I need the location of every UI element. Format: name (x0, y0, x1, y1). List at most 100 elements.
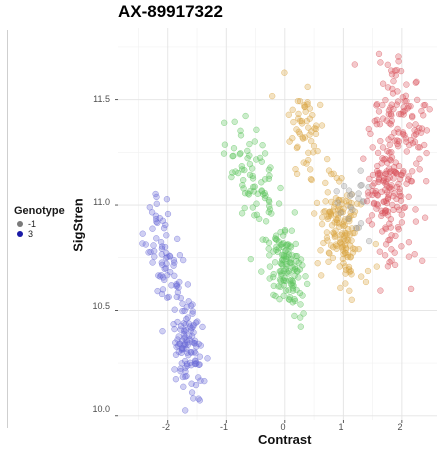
scatter-point (153, 235, 160, 242)
scatter-point (405, 173, 412, 180)
scatter-point (182, 341, 189, 348)
scatter-point (333, 174, 340, 182)
scatter-point (375, 108, 383, 115)
scatter-point (331, 219, 338, 226)
scatter-point (369, 182, 376, 189)
scatter-point (195, 374, 202, 381)
scatter-point (179, 300, 186, 307)
scatter-point (338, 175, 345, 182)
scatter-point (182, 368, 189, 375)
scatter-point (332, 227, 339, 234)
scatter-point (355, 245, 362, 253)
scatter-point (381, 198, 388, 205)
scatter-point (163, 232, 170, 239)
scatter-point (400, 104, 407, 111)
scatter-point (176, 251, 184, 259)
scatter-point (312, 125, 320, 132)
scatter-point (378, 188, 385, 196)
scatter-point (398, 211, 405, 218)
scatter-point (196, 397, 203, 404)
scatter-point (397, 111, 405, 118)
scatter-point (230, 145, 238, 152)
scatter-point (358, 181, 365, 189)
scatter-point (184, 314, 191, 321)
scatter-point (295, 274, 302, 281)
scatter-point (139, 230, 146, 237)
scatter-point (139, 240, 146, 247)
scatter-point (306, 131, 313, 138)
legend-swatch (17, 231, 23, 237)
scatter-point (272, 236, 280, 243)
scatter-point (401, 107, 408, 115)
scatter-point (392, 159, 399, 166)
scatter-point (163, 196, 171, 203)
scatter-point (388, 154, 396, 161)
scatter-point (342, 244, 350, 252)
scatter-point (388, 246, 395, 253)
scatter-point (282, 287, 290, 294)
scatter-point (189, 310, 196, 317)
scatter-point (175, 333, 182, 340)
scatter-point (377, 287, 384, 294)
scatter-point (189, 308, 196, 315)
scatter-point (149, 259, 156, 266)
scatter-point (197, 377, 204, 384)
scatter-point (281, 226, 289, 234)
scatter-point (393, 101, 400, 108)
scatter-point (416, 144, 423, 151)
scatter-point (364, 267, 372, 275)
scatter-point (239, 182, 246, 189)
scatter-point (237, 132, 245, 139)
scatter-point (179, 373, 186, 381)
scatter-point (184, 281, 192, 288)
scatter-point (399, 129, 407, 136)
scatter-point (160, 274, 167, 281)
x-tick-label: 1 (338, 422, 344, 432)
scatter-point (220, 150, 228, 157)
scatter-point (357, 167, 364, 174)
scatter-point (296, 289, 304, 297)
scatter-point (246, 152, 253, 159)
scatter-point (297, 301, 304, 308)
y-tick-label: 10.0 (92, 404, 110, 414)
scatter-point (325, 258, 332, 265)
scatter-point (151, 253, 158, 260)
scatter-point (382, 96, 389, 104)
scatter-point (384, 148, 391, 155)
scatter-point (251, 138, 258, 145)
scatter-point (187, 323, 194, 330)
scatter-point (285, 270, 292, 277)
scatter-point (266, 252, 273, 259)
scatter-point (324, 155, 331, 163)
scatter-point (285, 111, 292, 118)
scatter-point (156, 214, 163, 222)
scatter-point (266, 263, 274, 270)
scatter-point (355, 190, 362, 197)
scatter-point (345, 266, 353, 273)
scatter-point (183, 303, 190, 311)
scatter-point (395, 129, 402, 136)
scatter-point (186, 336, 193, 343)
x-tick-label: -2 (161, 422, 170, 432)
scatter-point (373, 116, 381, 124)
scatter-point (380, 178, 387, 185)
scatter-point (164, 210, 172, 218)
scatter-point (355, 195, 362, 202)
scatter-point (149, 225, 156, 232)
y-tick-label: 10.5 (92, 301, 110, 311)
scatter-point (174, 289, 182, 296)
scatter-point (419, 257, 426, 264)
scatter-point (351, 229, 358, 237)
scatter-point (370, 200, 378, 207)
scatter-point (297, 323, 304, 330)
scatter-point (281, 256, 288, 263)
scatter-point (281, 228, 289, 235)
scatter-point (318, 272, 325, 279)
scatter-point (295, 259, 302, 266)
scatter-point (181, 357, 189, 365)
scatter-point (348, 296, 355, 303)
scatter-point (365, 125, 372, 133)
scatter-point (314, 147, 321, 155)
